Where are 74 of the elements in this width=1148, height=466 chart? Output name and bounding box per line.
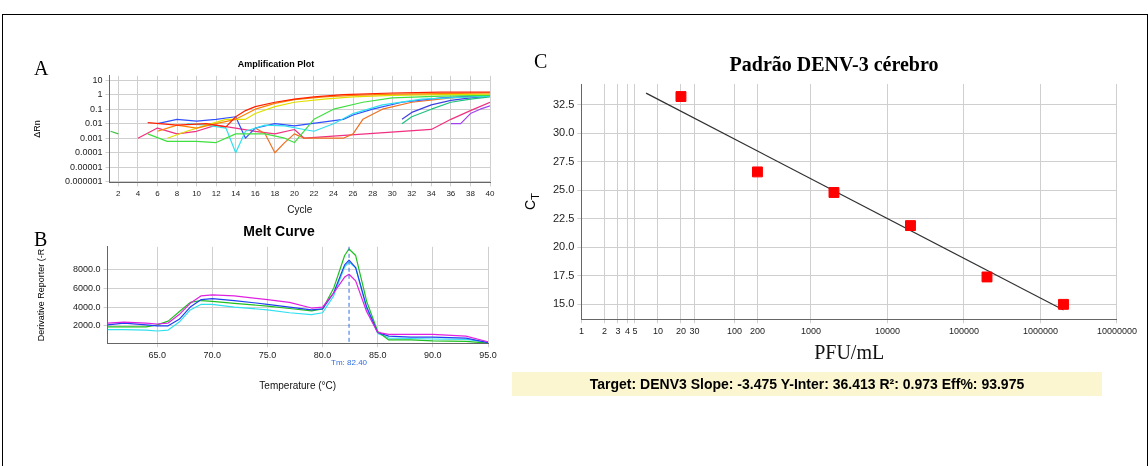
x-axis-title: PFU/mL [814, 341, 885, 364]
x-tick-label: 34 [426, 189, 437, 199]
x-tick-label: 10 [652, 326, 663, 337]
x-tick-label: 200 [749, 326, 765, 337]
x-tick-label: 18 [270, 189, 280, 199]
text: A [34, 57, 49, 80]
x-tick-label: 20 [675, 326, 686, 337]
y-tick-label: 0.001 [80, 132, 103, 143]
x-tick-label: 24 [329, 189, 339, 199]
x-tick-label: 28 [368, 189, 378, 199]
x-tick-label: 10000000 [1096, 326, 1137, 337]
x-tick-label: 10000 [874, 326, 900, 337]
y-tick-label: 10 [92, 74, 103, 85]
chart-title: Melt Curve [243, 223, 315, 240]
text: Target: DENV3 Slope: -3.475 Y-Inter: 36.413 R²: 0.973 Eff%: 93.975 [512, 372, 1102, 396]
y-tick-label: 4000.0 [73, 301, 101, 312]
x-tick-label: 70.0 [203, 350, 222, 361]
x-tick-label: 4 [135, 189, 141, 199]
x-tick-label: 65.0 [148, 350, 166, 361]
x-tick-label: 100 [726, 326, 742, 337]
y-tick-label: 2000.0 [73, 320, 101, 331]
y-tick-label: 0.000001 [64, 176, 103, 187]
x-tick-label: 4 [624, 326, 630, 337]
y-tick-label: 25.0 [552, 183, 575, 196]
x-tick-label: 14 [231, 189, 241, 199]
x-tick-label: 20 [289, 189, 300, 199]
x-axis-title: Temperature (°C) [259, 379, 337, 391]
chart-title: Padrão DENV-3 cérebro [729, 53, 939, 76]
x-tick-label: 85.0 [368, 350, 387, 361]
x-tick-label: 2 [116, 189, 122, 199]
x-tick-label: 26 [348, 189, 359, 199]
x-tick-label: 38 [465, 189, 476, 199]
y-tick-label: 27.5 [552, 154, 575, 167]
y-tick-label: 0.00001 [69, 161, 103, 172]
x-tick-label: 36 [446, 189, 456, 199]
ref-line-label: Tm: 82.40 [331, 358, 368, 368]
y-tick-label: 15.0 [552, 297, 575, 310]
x-tick-label: 1000000 [1022, 326, 1058, 337]
y-tick-label: 1 [97, 89, 103, 100]
y-tick-label: 8000.0 [73, 264, 101, 275]
x-tick-label: 30 [387, 189, 398, 199]
x-tick-label: 100000 [948, 326, 979, 337]
x-tick-label: 32 [407, 189, 417, 199]
y-axis-title: Derivative Reporter (-R [35, 248, 46, 342]
x-tick-label: 30 [689, 326, 700, 337]
x-tick-label: 16 [250, 189, 261, 199]
x-tick-label: 22 [309, 189, 319, 199]
y-tick-label: 0.01 [85, 118, 103, 129]
x-tick-label: 2 [601, 326, 607, 337]
x-tick-label: 1 [578, 326, 584, 337]
x-tick-label: 12 [211, 189, 222, 199]
y-tick-label: 22.5 [552, 211, 575, 224]
x-axis-title: Cycle [287, 203, 313, 215]
x-tick-label: 95.0 [479, 350, 497, 361]
x-tick-label: 1000 [800, 326, 821, 337]
x-tick-label: 3 [615, 326, 621, 337]
x-tick-label: 90.0 [424, 350, 442, 361]
x-tick-label: 80.0 [313, 350, 332, 361]
x-tick-label: 5 [632, 326, 638, 337]
y-tick-label: 32.5 [552, 97, 575, 110]
y-axis-title: ΔRn [31, 120, 42, 138]
y-tick-label: 20.0 [552, 240, 575, 253]
y-tick-label: 6000.0 [73, 282, 101, 293]
text: C [534, 50, 548, 73]
x-tick-label: 40 [485, 189, 495, 199]
x-tick-label: 10 [192, 189, 202, 199]
x-tick-label: 75.0 [258, 350, 277, 361]
y-tick-label: 0.1 [90, 103, 103, 114]
x-tick-label: 8 [174, 189, 180, 199]
y-tick-label: 30.0 [552, 126, 575, 139]
y-tick-label: 17.5 [552, 268, 575, 281]
chart-title: Amplification Plot [237, 58, 315, 69]
x-tick-label: 6 [155, 189, 161, 199]
y-tick-label: 0.0001 [75, 147, 103, 158]
